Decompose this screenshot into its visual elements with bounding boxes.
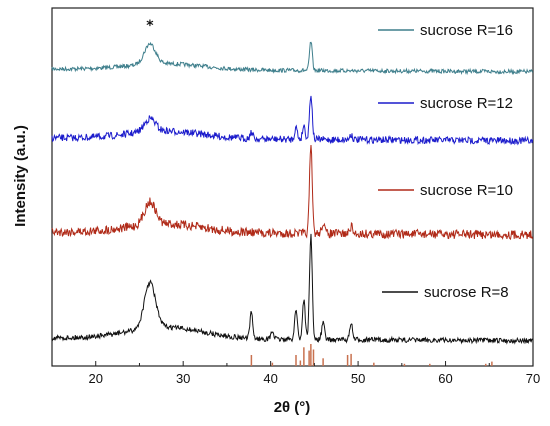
peak-annotation: *: [146, 18, 154, 34]
legend-label-3: sucrose R=10: [420, 182, 513, 199]
x-tick-label: 40: [263, 371, 277, 386]
series-layer: [51, 41, 534, 345]
series-line-2: [51, 95, 534, 146]
plot-frame: [51, 7, 534, 367]
legend-label-4: sucrose R=8: [424, 284, 509, 301]
x-tick-label: 50: [351, 371, 365, 386]
x-axis-label: 2θ (°): [274, 399, 311, 416]
y-axis-label: Intensity (a.u.): [12, 125, 29, 227]
legend-layer: sucrose R=16 sucrose R=12 sucrose R=10 sucr…: [378, 22, 513, 301]
x-ticks: 20 30 40 50 60 70: [51, 361, 540, 386]
x-tick-label: 60: [438, 371, 452, 386]
series-line-1: [51, 41, 534, 76]
reference-lines: [250, 344, 493, 366]
series-line-3: [51, 144, 534, 241]
legend-label-2: sucrose R=12: [420, 95, 513, 112]
series-line-4: [51, 233, 533, 345]
x-tick-label: 30: [176, 371, 190, 386]
x-tick-label: 70: [526, 371, 540, 386]
x-tick-label: 20: [88, 371, 102, 386]
plot-area: [51, 7, 534, 367]
legend-label-1: sucrose R=16: [420, 22, 513, 39]
